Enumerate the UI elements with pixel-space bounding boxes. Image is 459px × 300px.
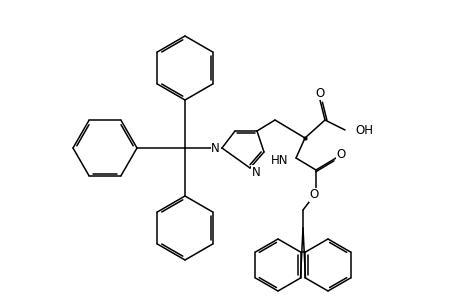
Text: N: N bbox=[252, 166, 260, 178]
Text: O: O bbox=[315, 86, 324, 100]
Text: HN: HN bbox=[270, 154, 287, 166]
Text: O: O bbox=[309, 188, 318, 202]
Text: N: N bbox=[211, 142, 219, 154]
Text: O: O bbox=[336, 148, 345, 160]
Text: OH: OH bbox=[354, 124, 372, 136]
